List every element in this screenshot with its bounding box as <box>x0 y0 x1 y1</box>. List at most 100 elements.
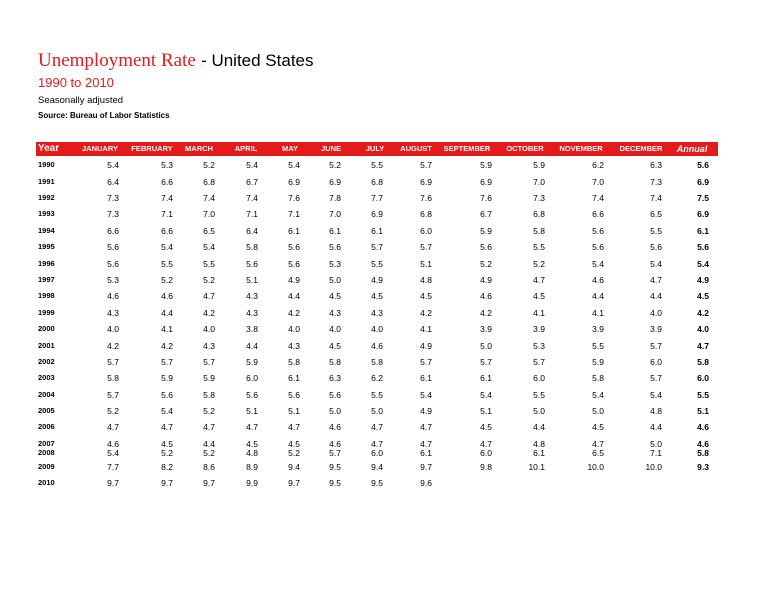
value-cell: 4.3 <box>371 308 383 318</box>
value-cell: 5.4 <box>246 160 258 170</box>
value-cell: 9.7 <box>161 478 173 488</box>
value-cell: 7.4 <box>161 193 173 203</box>
value-cell: 10.0 <box>645 462 662 472</box>
value-cell: 4.2 <box>480 308 492 318</box>
value-cell: 4.5 <box>480 422 492 432</box>
year-cell: 2002 <box>38 357 55 366</box>
value-cell: 5.1 <box>420 259 432 269</box>
value-cell: 4.7 <box>371 422 383 432</box>
value-cell: 5.8 <box>288 357 300 367</box>
value-cell: 5.2 <box>329 160 341 170</box>
value-cell: 9.9 <box>246 478 258 488</box>
value-cell: 5.8 <box>107 373 119 383</box>
value-cell: 9.7 <box>107 478 119 488</box>
column-header: DECEMBER <box>619 144 663 153</box>
value-cell: 6.7 <box>480 209 492 219</box>
value-cell: 5.2 <box>203 160 215 170</box>
value-cell: 9.4 <box>371 462 383 472</box>
value-cell: 4.2 <box>107 341 119 351</box>
value-cell: 6.8 <box>533 209 545 219</box>
value-cell: 5.4 <box>650 390 662 400</box>
year-cell: 1996 <box>38 259 55 268</box>
value-cell: 6.6 <box>107 226 119 236</box>
value-cell: 5.4 <box>107 448 119 458</box>
annual-cell: 5.8 <box>697 448 709 458</box>
value-cell: 6.0 <box>650 357 662 367</box>
value-cell: 6.6 <box>161 177 173 187</box>
value-cell: 6.1 <box>420 373 432 383</box>
year-cell: 2000 <box>38 324 55 333</box>
value-cell: 6.1 <box>371 226 383 236</box>
value-cell: 7.6 <box>480 193 492 203</box>
value-cell: 5.5 <box>371 160 383 170</box>
header-row <box>36 142 718 156</box>
annual-cell: 4.7 <box>697 341 709 351</box>
year-cell: 1993 <box>38 209 55 218</box>
value-cell: 5.2 <box>480 259 492 269</box>
value-cell: 9.4 <box>288 462 300 472</box>
value-cell: 7.3 <box>650 177 662 187</box>
value-cell: 6.6 <box>592 209 604 219</box>
value-cell: 4.6 <box>592 275 604 285</box>
value-cell: 4.9 <box>371 275 383 285</box>
value-cell: 4.9 <box>480 275 492 285</box>
value-cell: 4.5 <box>288 439 300 449</box>
value-cell: 5.4 <box>420 390 432 400</box>
year-cell: 2008 <box>38 448 55 457</box>
value-cell: 6.1 <box>420 448 432 458</box>
annual-cell: 9.3 <box>697 462 709 472</box>
value-cell: 4.9 <box>420 406 432 416</box>
value-cell: 5.0 <box>329 406 341 416</box>
value-cell: 4.5 <box>246 439 258 449</box>
value-cell: 5.1 <box>246 406 258 416</box>
value-cell: 7.4 <box>246 193 258 203</box>
value-cell: 6.3 <box>329 373 341 383</box>
column-header: FEBRUARY <box>131 144 173 153</box>
value-cell: 7.0 <box>329 209 341 219</box>
value-cell: 4.8 <box>420 275 432 285</box>
value-cell: 6.0 <box>371 448 383 458</box>
annual-cell: 5.6 <box>697 160 709 170</box>
column-header: JUNE <box>320 144 341 153</box>
region: - United States <box>201 51 314 70</box>
value-cell: 4.1 <box>533 308 545 318</box>
value-cell: 4.9 <box>288 275 300 285</box>
value-cell: 4.7 <box>161 422 173 432</box>
value-cell: 4.6 <box>480 291 492 301</box>
value-cell: 4.0 <box>371 324 383 334</box>
column-header: JANUARY <box>82 144 118 153</box>
value-cell: 7.7 <box>107 462 119 472</box>
value-cell: 4.6 <box>329 439 341 449</box>
value-cell: 4.5 <box>592 422 604 432</box>
value-cell: 5.7 <box>161 357 173 367</box>
value-cell: 5.6 <box>288 242 300 252</box>
annual-cell: 4.6 <box>697 439 709 449</box>
annual-cell: 5.6 <box>697 242 709 252</box>
value-cell: 5.4 <box>107 160 119 170</box>
value-cell: 3.9 <box>650 324 662 334</box>
value-cell: 5.2 <box>161 448 173 458</box>
annual-cell: 5.5 <box>697 390 709 400</box>
column-header: MAY <box>282 144 298 153</box>
column-header: AUGUST <box>400 144 432 153</box>
value-cell: 4.0 <box>288 324 300 334</box>
annual-cell: 7.5 <box>697 193 709 203</box>
value-cell: 7.3 <box>107 209 119 219</box>
year-cell: 1999 <box>38 308 55 317</box>
annual-cell: 4.6 <box>697 422 709 432</box>
value-cell: 6.9 <box>371 209 383 219</box>
value-cell: 8.9 <box>246 462 258 472</box>
value-cell: 5.4 <box>203 242 215 252</box>
value-cell: 6.3 <box>650 160 662 170</box>
value-cell: 7.1 <box>650 448 662 458</box>
value-cell: 5.0 <box>592 406 604 416</box>
annual-cell: 4.0 <box>697 324 709 334</box>
value-cell: 3.9 <box>592 324 604 334</box>
title-line: Unemployment Rate - United States <box>38 50 314 72</box>
value-cell: 4.0 <box>329 324 341 334</box>
value-cell: 4.0 <box>107 324 119 334</box>
value-cell: 4.1 <box>161 324 173 334</box>
value-cell: 4.5 <box>329 341 341 351</box>
value-cell: 4.4 <box>203 439 215 449</box>
value-cell: 5.9 <box>480 160 492 170</box>
